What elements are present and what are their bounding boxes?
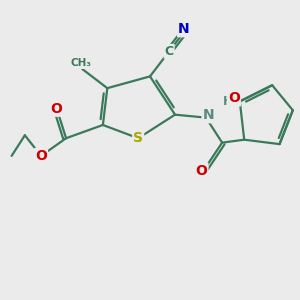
Text: O: O [196, 164, 208, 178]
Text: O: O [50, 102, 62, 116]
Text: N: N [202, 108, 214, 122]
Text: H: H [223, 95, 233, 108]
Text: C: C [165, 45, 174, 58]
Text: O: O [228, 92, 240, 106]
Text: S: S [133, 131, 143, 145]
Text: CH₃: CH₃ [70, 58, 91, 68]
Text: N: N [178, 22, 190, 36]
Text: O: O [35, 149, 47, 163]
